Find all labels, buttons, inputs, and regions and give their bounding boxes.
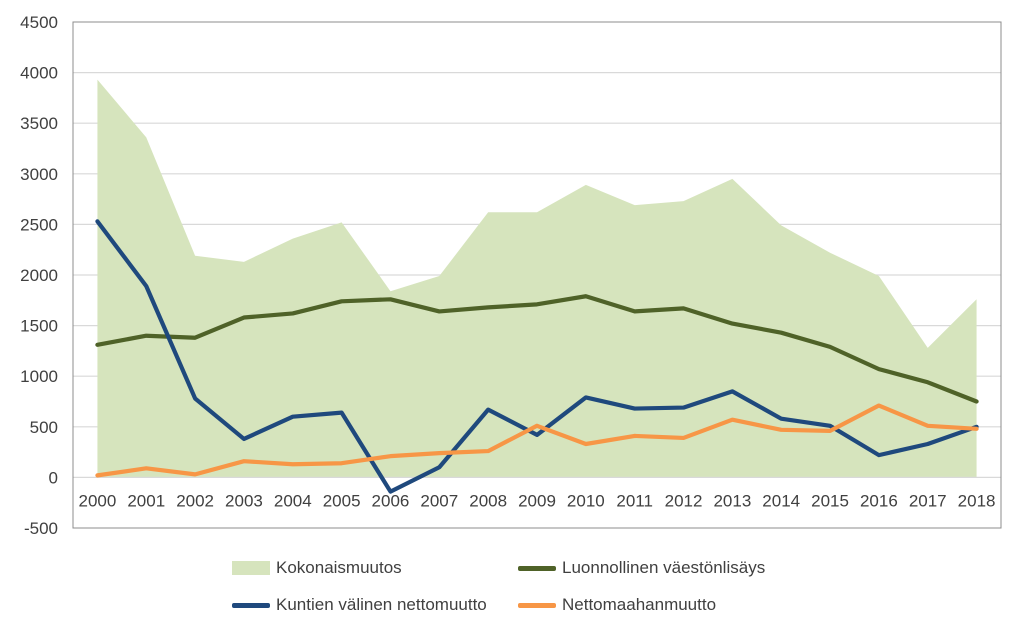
x-tick-label: 2004 [274, 491, 312, 510]
x-tick-label: 2003 [225, 491, 263, 510]
y-tick-label: 4500 [20, 13, 58, 32]
x-tick-label: 2006 [372, 491, 410, 510]
legend-item-kuntien-valinen: Kuntien välinen nettomuutto [232, 595, 487, 615]
x-tick-label: 2009 [518, 491, 556, 510]
x-tick-label: 2015 [811, 491, 849, 510]
x-tick-label: 2001 [127, 491, 165, 510]
x-tick-label: 2016 [860, 491, 898, 510]
legend-item-kokonaismuutos: Kokonaismuutos [232, 558, 402, 578]
x-tick-label: 2017 [909, 491, 947, 510]
legend-item-luonnollinen: Luonnollinen väestönlisäys [518, 558, 765, 578]
line-series [95, 219, 979, 494]
area-series-0 [97, 79, 977, 478]
x-tick-label: 2007 [420, 491, 458, 510]
y-axis-ticks: -500 0 500 1000 1500 2000 2500 3000 3500 4000 4500 [20, 13, 58, 538]
y-tick-label: 2500 [20, 215, 58, 234]
y-tick-label: 3000 [20, 165, 58, 184]
x-tick-label: 2011 [616, 491, 653, 510]
x-axis-ticks: 2000 2001 2002 2003 2004 2005 2006 2007 2008 2009… [79, 491, 996, 510]
line-series-2 [95, 219, 979, 494]
x-tick-label: 2018 [958, 491, 996, 510]
x-tick-label: 2000 [79, 491, 117, 510]
y-tick-label: 4000 [20, 64, 58, 83]
x-tick-label: 2008 [469, 491, 507, 510]
legend-swatch-kuntien-valinen [232, 602, 270, 608]
y-tick-label: 2000 [20, 266, 58, 285]
x-tick-label: 2014 [762, 491, 800, 510]
legend-label-kuntien-valinen: Kuntien välinen nettomuutto [276, 595, 487, 614]
plot-frame [72, 21, 1002, 529]
area-series [97, 79, 977, 478]
line-series-3 [95, 403, 979, 478]
y-tick-label: -500 [24, 519, 58, 538]
legend-label-luonnollinen: Luonnollinen väestönlisäys [562, 558, 766, 577]
x-tick-label: 2012 [665, 491, 703, 510]
y-tick-label: 500 [30, 418, 58, 437]
legend-swatch-kokonaismuutos [232, 561, 270, 575]
x-tick-label: 2002 [176, 491, 214, 510]
legend-label-kokonaismuutos: Kokonaismuutos [276, 558, 402, 577]
y-tick-label: 3500 [20, 114, 58, 133]
x-tick-label: 2010 [567, 491, 605, 510]
legend-swatch-luonnollinen [518, 565, 556, 571]
y-tick-label: 0 [49, 468, 58, 487]
y-tick-label: 1000 [20, 367, 58, 386]
legend-swatch-nettomaahanmuutto [518, 602, 556, 608]
line-series-1 [95, 294, 979, 404]
x-tick-label: 2005 [323, 491, 361, 510]
legend-label-nettomaahanmuutto: Nettomaahanmuutto [562, 595, 717, 614]
x-tick-label: 2013 [713, 491, 751, 510]
legend-item-nettomaahanmuutto: Nettomaahanmuutto [518, 595, 716, 615]
y-tick-label: 1500 [20, 317, 58, 336]
